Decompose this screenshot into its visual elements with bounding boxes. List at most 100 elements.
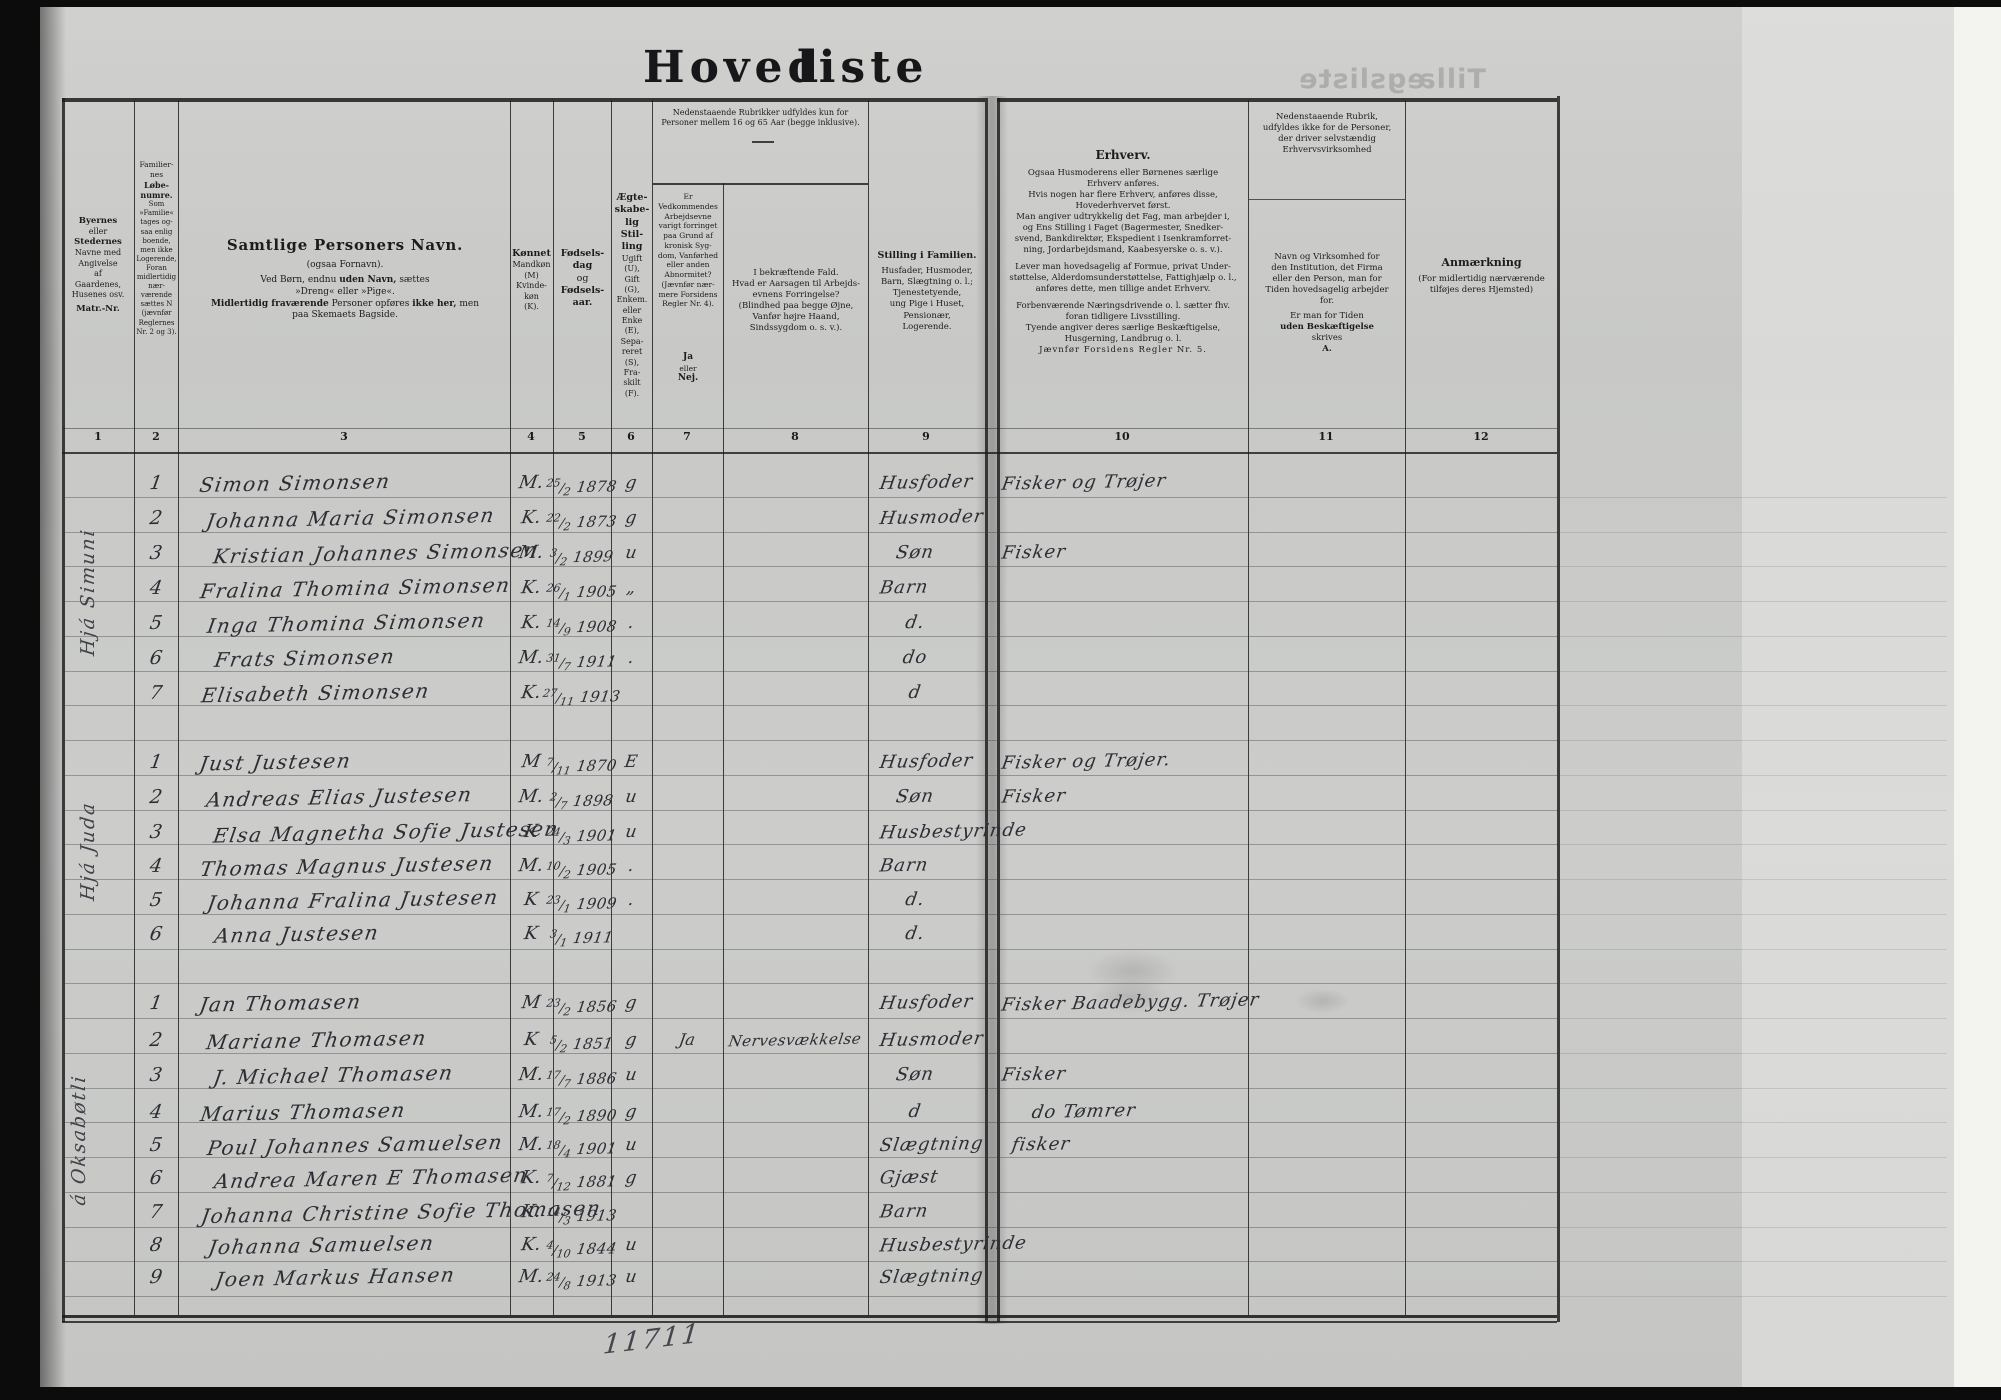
occupation-entry: do Tømrer [1030,1099,1138,1124]
occupation-entry: Fisker og Trøjer. [1000,749,1173,774]
birthdate-part: 1901 [569,1139,619,1159]
family-position-entry: Slægtning [878,1132,986,1157]
sex-entry: K. [519,681,543,704]
table-vertical-line [553,100,555,1315]
family-position-entry: Slægtning [878,1264,986,1289]
household-label: Hjá Juda [77,800,99,902]
household-label: á Oksabøtli [68,1073,90,1207]
span-header-cols-7-8: Nedenstaaende Rubrikker udfyldes kun for… [661,108,860,128]
birthdate-part: 1901 [569,826,619,846]
row-rule-line [62,740,1557,741]
household-label: Hjá Simuni [77,527,99,657]
row-rule-line-extension [1557,1157,1947,1158]
row-rule-line-extension [1557,566,1947,567]
col1-header: Byernes eller Stedernes Navne med Angive… [63,216,133,315]
col3-header: Samtlige Personers Navn. (ogsaa Fornavn)… [182,236,508,322]
col11-main-text: Navn og Virksomhed for den Institution, … [1265,252,1389,307]
table-horizontal-line [653,183,868,185]
row-rule-line [62,1296,1557,1297]
person-name: Just Justesen [197,748,354,776]
occupation-entry: Fisker [1000,1063,1068,1086]
sex-entry: K. [519,1233,543,1256]
row-rule-line-extension [1557,705,1947,706]
page-title-word-2: liste [797,42,929,93]
table-horizontal-line [62,452,1557,454]
row-rule-line [62,566,1557,567]
row-rule-line [62,636,1557,637]
birthdate-entry: 14/3 1913 [544,1198,619,1227]
col7-janej: Ja eller Nej. [654,352,722,385]
col3-title: Samtlige Personers Navn. [226,236,464,254]
birthdate-entry: 3/2 1899 [548,539,616,569]
col11-main: Navn og Virksomhed for den Institution, … [1250,252,1404,355]
table-vertical-line [868,100,870,1315]
birthdate-entry: 23/2 1856 [544,989,619,1018]
col3-l5d: men [456,298,480,309]
col3-line6: paa Skemaets Bagside. [292,310,398,321]
sex-entry: M. [517,471,545,494]
birthdate-part: 1899 [566,547,615,567]
col3-l5c: ikke her, [412,298,457,309]
column-number: 7 [683,430,691,443]
page-edge-white-strip [1954,7,2001,1387]
birthdate-entry: 5/2 1851 [548,1026,616,1056]
birthdate-entry: 24/8 1913 [544,1263,619,1292]
row-rule-line-extension [1557,810,1947,811]
table-horizontal-line [62,1315,1557,1318]
family-position-entry: Gjæst [878,1166,941,1189]
row-rule-line [62,532,1557,533]
sex-entry: M. [517,785,545,808]
birthdate-entry: 18/4 1901 [544,1131,619,1160]
col3-line3: Ved Børn, endnu uden Navn, sættes [182,275,508,287]
row-rule-line-extension [1557,949,1947,950]
row-rule-line-extension [1557,1018,1947,1019]
col2-bold-1: Løbe- numre. [140,179,173,200]
birthdate-entry: 17/7 1886 [544,1061,619,1090]
col10-p2: Hvis nogen har flere Erhverv, anføres di… [1028,189,1218,211]
birthdate-part: 1911 [566,928,615,948]
family-position-entry: Søn [894,1063,936,1086]
col1-bold-1: Byernes [78,216,118,226]
birthdate-part: 1873 [569,512,619,532]
table-vertical-line [62,98,65,1322]
person-name: Frats Simonsen [212,644,398,672]
birthdate-entry: 14/9 1908 [544,609,619,638]
family-position-entry: Husbestyrinde [878,819,1029,844]
sex-entry: K. [519,1166,543,1189]
col3-l3a: Ved Børn, endnu [260,275,340,286]
table-horizontal-line [62,98,985,102]
col10-header: Erhverv. Ogsaa Husmoderens eller Børnene… [999,148,1247,356]
row-rule-line-extension [1557,1053,1947,1054]
sex-entry: K. [519,611,543,634]
col10-p3: Man angiver udtrykkelig det Fag, man arb… [1014,211,1232,255]
occupation-entry: Fisker [1000,785,1068,808]
person-name: Simon Simonsen [197,469,393,497]
family-position-entry: Husfoder [878,471,975,494]
col7-body: Er Vedkommendes Arbejdsevne varigt forri… [657,192,719,309]
person-name: Anna Justesen [212,920,382,948]
col12-title: Anmærkning [1441,256,1522,269]
col1-bold-2: Stedernes [74,237,122,248]
col7-ja: Ja [682,352,694,362]
row-rule-line-extension [1557,601,1947,602]
impairment-cause-entry: Nervesvækkelse [727,1029,863,1051]
column-number: 12 [1473,430,1489,443]
birthdate-part: 1870 [569,756,619,776]
col1-bold-3: Matr.-Nr. [76,304,120,315]
row-rule-line [62,1157,1557,1158]
col12-body: (For midlertidig nærværende tilføjes der… [1418,274,1545,296]
col10-p5: Forbenværende Næringsdrivende o. l. sætt… [1016,301,1230,345]
row-rule-line-extension [1557,844,1947,845]
row-rule-line [62,671,1557,672]
table-horizontal-line [62,1321,1557,1323]
row-rule-line [62,949,1557,950]
birthdate-entry: 23/1 1909 [544,886,619,915]
row-rule-line-extension [1557,1296,1947,1297]
col11-sub3: skrives [1311,333,1343,344]
occupation-entry: Fisker og Trøjer [1000,470,1168,495]
pencil-smudge-3 [1295,988,1350,1014]
col2-header: Familier- nes Løbe- numre. Som »Familie«… [136,160,177,337]
col3-subtitle: (ogsaa Fornavn). [306,259,384,270]
birthdate-entry: 7/11 1870 [544,748,619,778]
table-vertical-line [1405,100,1407,1315]
